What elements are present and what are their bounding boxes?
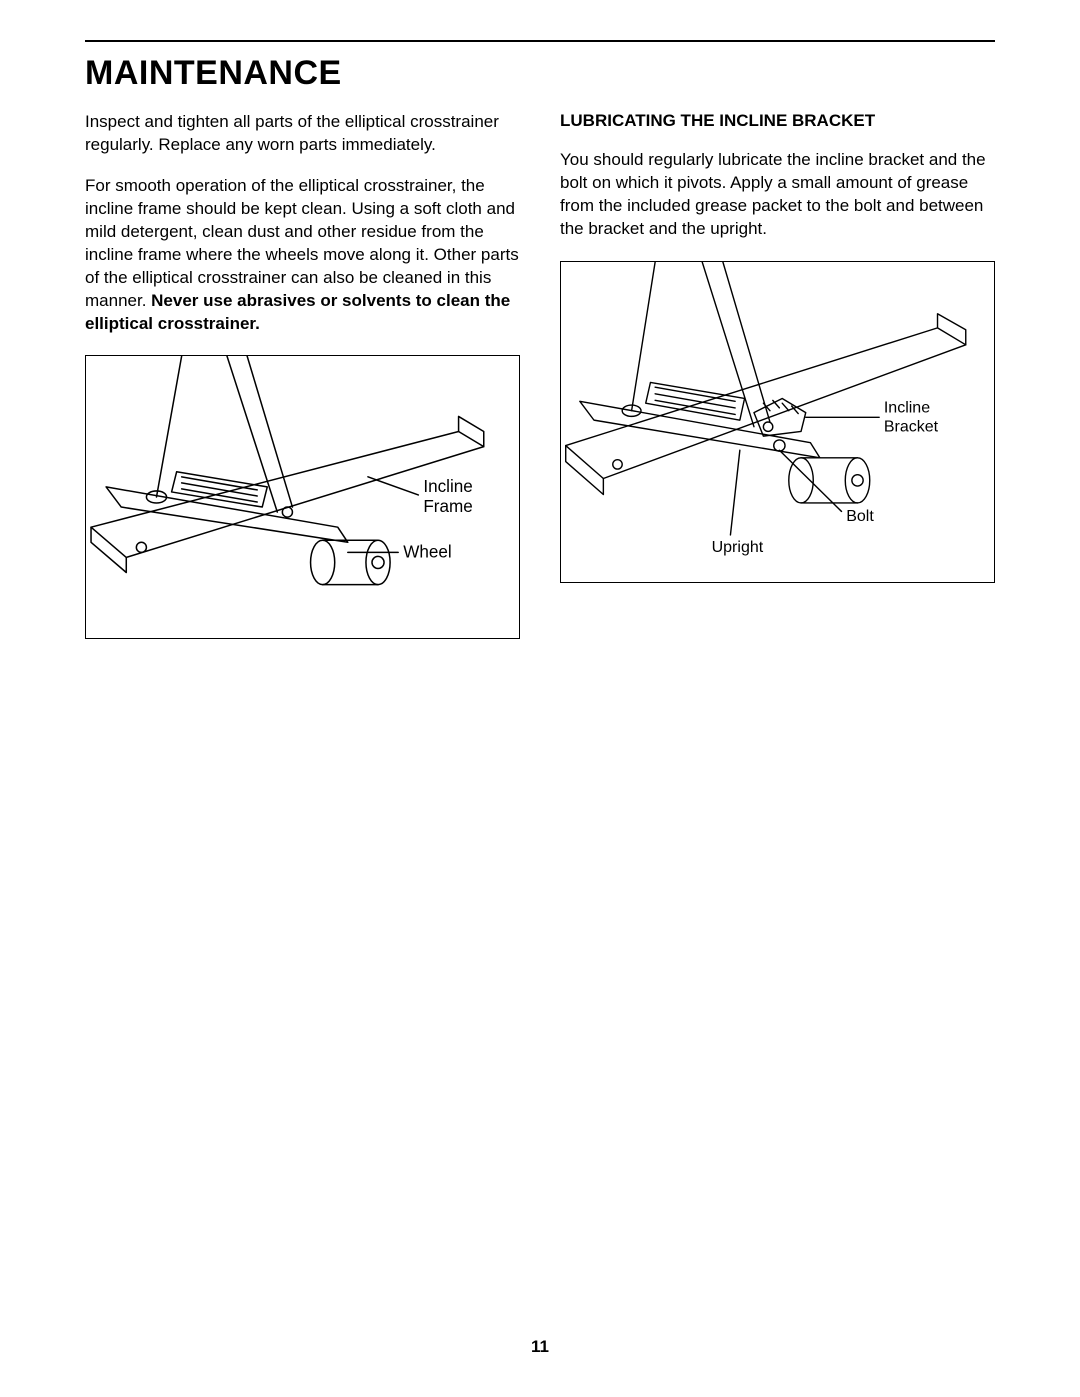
- left-para-1: Inspect and tighten all parts of the ell…: [85, 111, 520, 157]
- figure-incline-frame: Incline Frame Wheel: [85, 355, 520, 639]
- label-incline: Incline: [423, 477, 472, 496]
- left-column: Inspect and tighten all parts of the ell…: [85, 111, 520, 639]
- incline-frame-diagram: Incline Frame Wheel: [86, 356, 519, 638]
- label-bolt: Bolt: [846, 508, 874, 525]
- page-title: MAINTENANCE: [85, 54, 995, 93]
- content-columns: Inspect and tighten all parts of the ell…: [85, 111, 995, 639]
- label-wheel: Wheel: [403, 543, 452, 562]
- top-divider: [85, 40, 995, 42]
- right-heading: LUBRICATING THE INCLINE BRACKET: [560, 111, 995, 131]
- label-incline2: Incline: [884, 399, 930, 416]
- label-frame: Frame: [423, 498, 472, 517]
- figure-incline-bracket: Incline Bracket Bolt Upright: [560, 261, 995, 583]
- page-number: 11: [0, 1337, 1080, 1357]
- incline-bracket-diagram: Incline Bracket Bolt Upright: [561, 262, 994, 582]
- right-column: LUBRICATING THE INCLINE BRACKET You shou…: [560, 111, 995, 639]
- left-para-2: For smooth operation of the elliptical c…: [85, 175, 520, 336]
- left-para-2-text: For smooth operation of the elliptical c…: [85, 176, 519, 310]
- right-para-1: You should regularly lubricate the incli…: [560, 149, 995, 241]
- label-upright: Upright: [712, 539, 764, 556]
- label-bracket: Bracket: [884, 418, 939, 435]
